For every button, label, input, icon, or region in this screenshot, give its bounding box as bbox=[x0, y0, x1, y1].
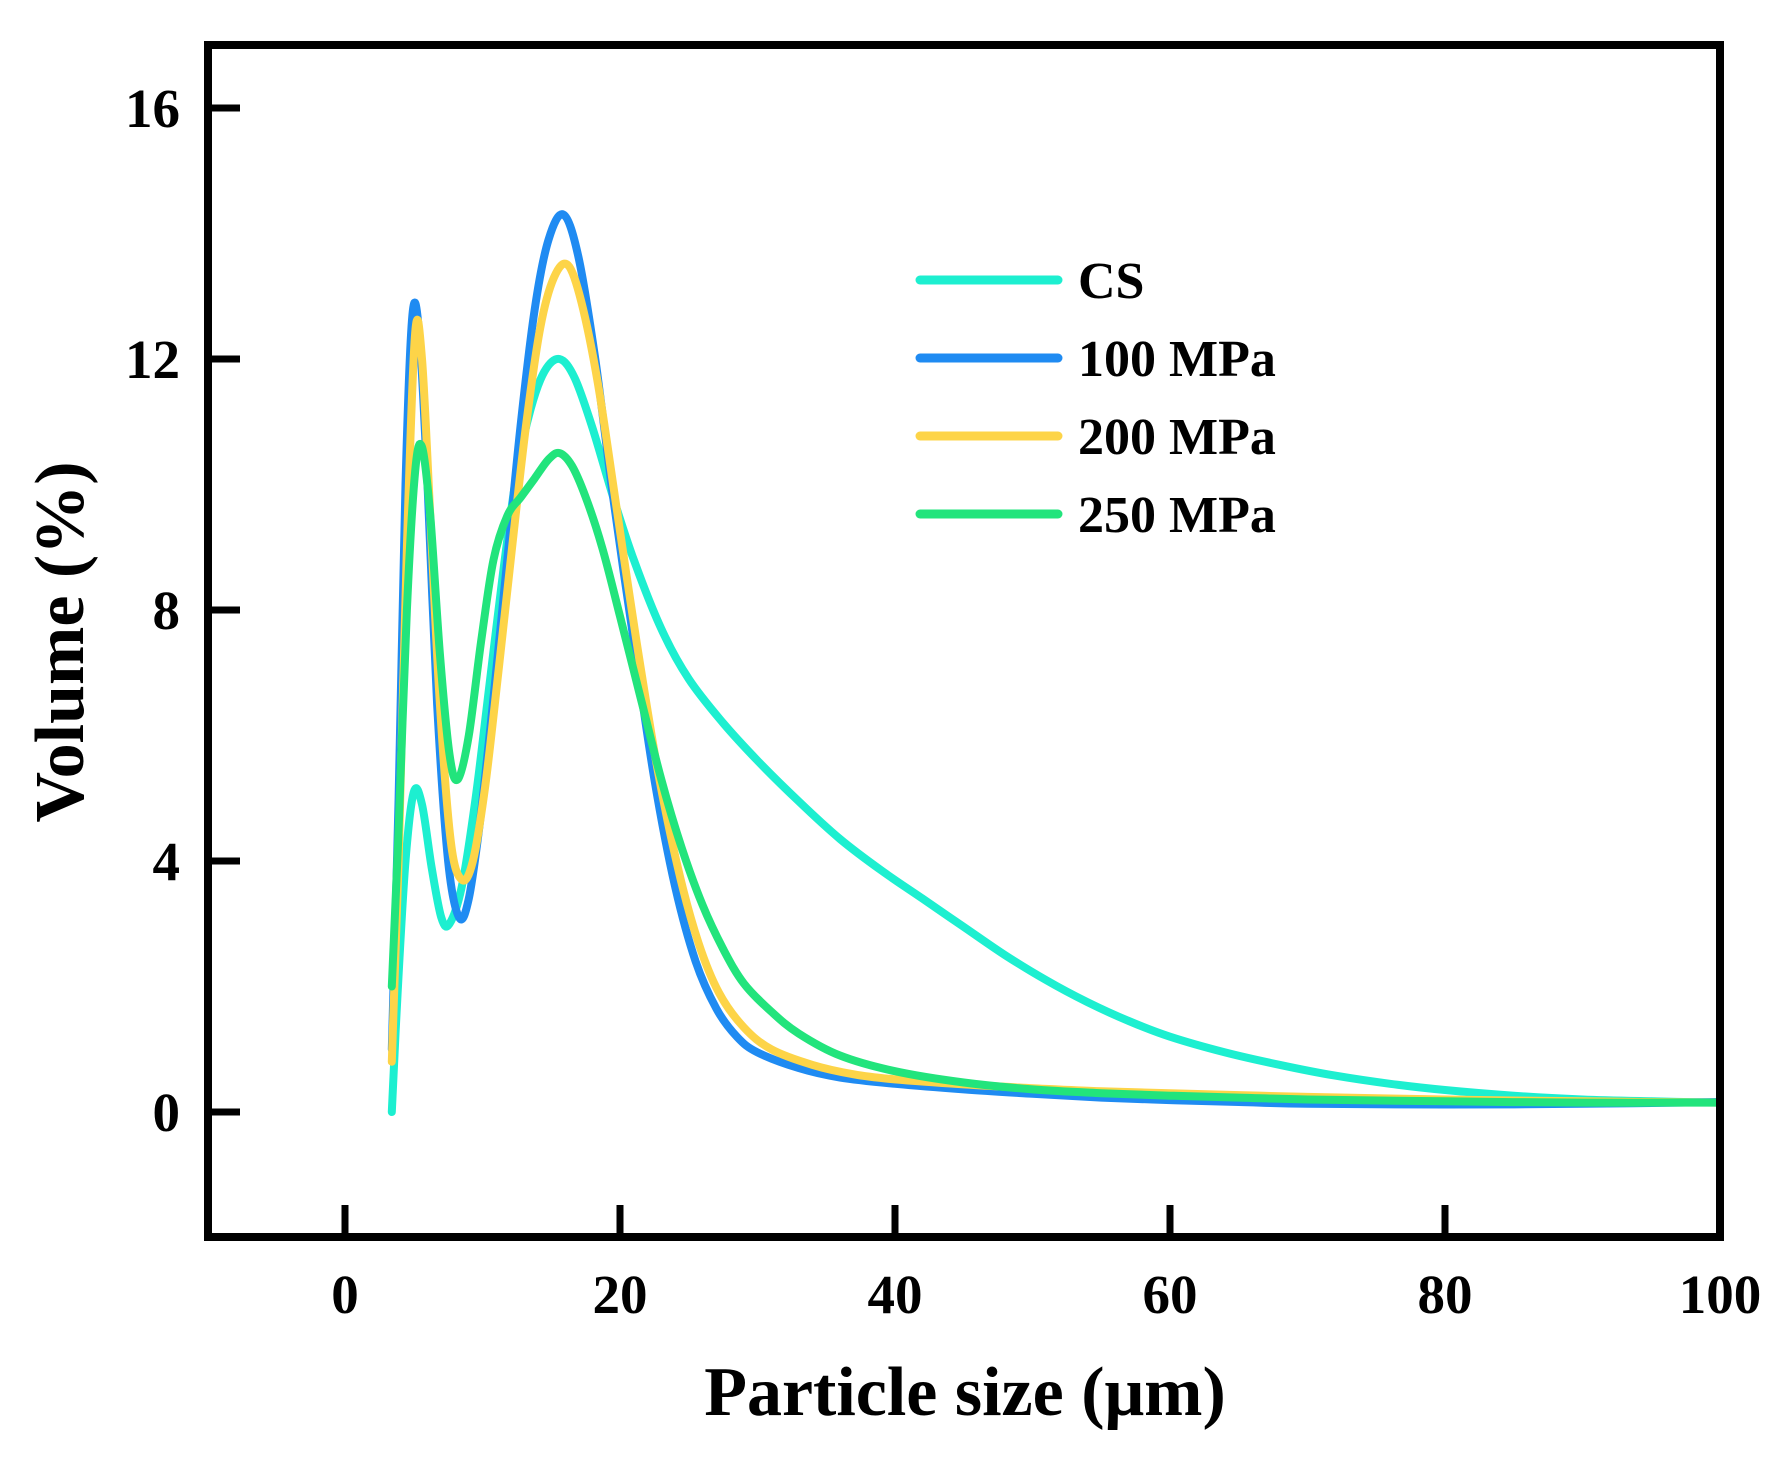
x-axis: 0 20 40 60 80 100 bbox=[331, 1205, 1761, 1325]
legend-label-100-mpa: 100 MPa bbox=[1078, 331, 1276, 388]
legend: CS 100 MPa 200 MPa 250 MPa bbox=[915, 253, 1276, 544]
x-tick-label: 80 bbox=[1418, 1264, 1473, 1325]
y-tick-label: 4 bbox=[153, 831, 181, 892]
y-axis-title: Volume (%) bbox=[22, 461, 99, 822]
x-tick-label: 40 bbox=[868, 1264, 923, 1325]
y-tick-label: 0 bbox=[153, 1082, 181, 1143]
series-line-200-mpa bbox=[387, 259, 1720, 1107]
x-tick-label: 0 bbox=[331, 1264, 359, 1325]
legend-label-200-mpa: 200 MPa bbox=[1078, 409, 1276, 466]
x-tick-label: 20 bbox=[593, 1264, 648, 1325]
series-layer bbox=[387, 210, 1720, 1116]
x-tick-label: 100 bbox=[1679, 1264, 1762, 1325]
y-tick-label: 8 bbox=[153, 580, 181, 641]
y-tick-label: 16 bbox=[125, 78, 180, 139]
legend-label-250-mpa: 250 MPa bbox=[1078, 487, 1276, 544]
y-axis: 0 4 8 12 16 bbox=[125, 78, 240, 1143]
y-tick-label: 12 bbox=[125, 329, 180, 390]
series-line-cs bbox=[387, 354, 1720, 1116]
plot-frame bbox=[204, 41, 1724, 1241]
legend-label-cs: CS bbox=[1078, 253, 1144, 310]
x-tick-label: 60 bbox=[1143, 1264, 1198, 1325]
x-axis-title: Particle size (μm) bbox=[704, 1354, 1226, 1431]
series-line-250-mpa bbox=[387, 439, 1720, 1107]
